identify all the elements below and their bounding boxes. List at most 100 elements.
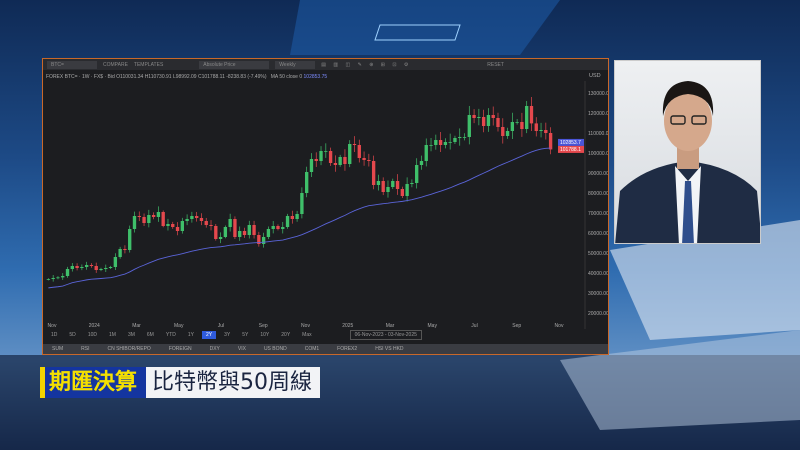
watchlist-tab[interactable]: HSI VS HKD (375, 346, 404, 352)
watchlist-tab[interactable]: DXY (209, 346, 220, 352)
chart-toolbar: BTC= COMPARE TEMPLATES Absolute Price We… (43, 59, 608, 70)
candle (70, 266, 74, 269)
ma-label: MA 50 close 0 (270, 74, 303, 80)
candle (218, 237, 223, 239)
ma50-line (48, 147, 551, 289)
symbol-input[interactable]: BTC= (47, 60, 97, 69)
candle (300, 193, 304, 214)
candle (367, 160, 371, 161)
range-button-3m[interactable]: 3M (127, 332, 135, 338)
candle (525, 106, 529, 129)
candle (257, 235, 261, 244)
caption-tag: 期匯決算 (40, 367, 146, 398)
candle (166, 224, 170, 226)
candle (529, 106, 534, 124)
candle (410, 183, 414, 184)
candle (132, 216, 137, 229)
candle (544, 130, 548, 133)
range-button-1d[interactable]: 1D (51, 332, 58, 338)
candle (51, 278, 55, 279)
candle (501, 127, 505, 136)
watchlist-tab[interactable]: CN SHIBOR/REPO (107, 346, 151, 352)
interval-select[interactable]: Weekly (275, 60, 316, 69)
candle (357, 145, 361, 158)
range-button-max[interactable]: Max (302, 332, 312, 338)
candle (147, 215, 151, 223)
watchlist-tab[interactable]: US BOND (263, 346, 287, 352)
x-tick-label: Mar (386, 323, 395, 329)
candle (295, 214, 299, 219)
range-button-10y[interactable]: 10Y (260, 332, 270, 338)
range-bar: 1D 5D 10D 1M 3M 6M YTD 1Y 2Y 3Y 5Y 10Y 20Y Max 06-Nov-… (43, 329, 608, 341)
x-tick-label: May (174, 323, 184, 329)
candle (84, 265, 89, 267)
range-button-5y[interactable]: 5Y (242, 332, 249, 338)
range-button-10d[interactable]: 10D (87, 332, 97, 338)
watchlist-tab[interactable]: FOREX2 (337, 346, 358, 352)
candle (424, 145, 428, 161)
candle (61, 276, 65, 278)
candle (99, 269, 103, 270)
x-tick-label: 2024 (89, 323, 100, 329)
candle (56, 277, 60, 279)
x-tick-label: Nov (48, 323, 57, 329)
candle (534, 123, 538, 131)
candle (324, 151, 328, 152)
compare-button[interactable]: COMPARE (103, 61, 128, 68)
watchlist-tab[interactable]: RSI (81, 346, 90, 352)
candle (94, 266, 98, 270)
candle (448, 142, 452, 143)
reset-button[interactable]: RESET (487, 61, 504, 68)
candle (113, 257, 118, 267)
candle (515, 122, 519, 123)
range-button-1m[interactable]: 1M (109, 332, 116, 338)
ma-price-label: 102853.7 (560, 140, 581, 146)
candle (386, 187, 390, 192)
candle (496, 118, 500, 127)
watchlist-tab[interactable]: SUM (52, 346, 64, 352)
candle (228, 219, 232, 227)
watchlist-tabs: SUM RSI CN SHIBOR/REPO FOREIGN DXY VIX US BOND… (43, 344, 608, 354)
candle (395, 181, 400, 189)
range-button-6m[interactable]: 6M (146, 332, 154, 338)
candle (520, 122, 524, 129)
candle (539, 130, 543, 131)
candle (314, 159, 318, 161)
caption-title: 比特幣與50周線 (146, 367, 320, 398)
drawing-tools-icon[interactable]: ▤ ▥ ◫ ✎ ⊕ ⊞ ⊡ ⚙ (321, 61, 412, 68)
candle (381, 181, 385, 192)
candle (142, 217, 146, 223)
candle (65, 269, 70, 276)
candle (80, 267, 84, 268)
ohlc-text: FOREX BTC= · 1W · FX$ · Bid O110031.34 H… (46, 74, 267, 80)
candle (261, 237, 266, 244)
candle (305, 172, 309, 193)
candle (443, 142, 448, 145)
candle (104, 268, 108, 269)
candle (510, 122, 515, 131)
candle (462, 137, 467, 138)
candle (477, 117, 481, 118)
range-button-ytd[interactable]: YTD (165, 332, 176, 338)
candle (467, 115, 471, 137)
watchlist-tab[interactable]: COM1 (304, 346, 320, 352)
price-type-select[interactable]: Absolute Price (199, 60, 270, 69)
date-range[interactable]: 06-Nov-2023 - 03-Nov-2025 (349, 330, 422, 340)
candle (108, 267, 113, 268)
y-tick-label: 110000.00 (588, 131, 608, 137)
range-button-20y[interactable]: 20Y (281, 332, 291, 338)
candle (338, 157, 342, 165)
watchlist-tab[interactable]: FOREIGN (168, 346, 192, 352)
range-button-3y[interactable]: 3Y (224, 332, 231, 338)
templates-button[interactable]: TEMPLATES (133, 61, 164, 68)
last-price-label: 101788.1 (560, 147, 581, 153)
price-chart[interactable]: 130000.00 120000.00 110000.00 100000.00 9000… (43, 81, 608, 329)
range-button-5d[interactable]: 5D (69, 332, 76, 338)
y-tick-label: 100000.00 (588, 151, 608, 157)
range-button-1y[interactable]: 1Y (187, 332, 194, 338)
range-button-2y[interactable]: 2Y (201, 331, 217, 339)
x-tick-label: Jul (218, 323, 224, 329)
watchlist-tab[interactable]: VIX (237, 346, 246, 352)
candle (281, 227, 285, 229)
y-tick-label: 40000.00 (588, 271, 608, 277)
